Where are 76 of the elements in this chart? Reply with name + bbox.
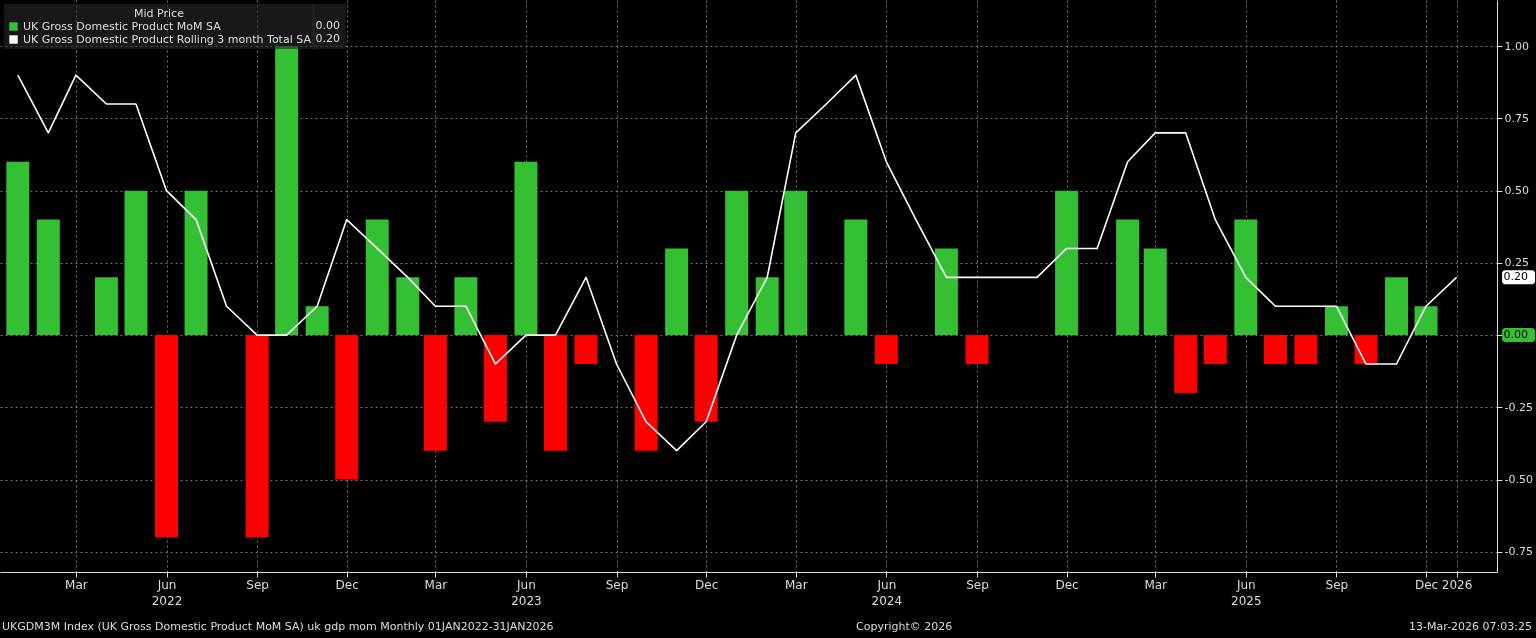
annotation: 0.00: [315, 18, 340, 32]
bar: [1116, 219, 1140, 336]
bar: [1354, 335, 1378, 364]
x-tick-label: Jun 2022: [151, 577, 183, 608]
legend-label: UK Gross Domestic Product Rolling 3 month Total SA: [23, 32, 312, 46]
y-tick-label: 0.50: [1504, 184, 1529, 198]
text: 0.00: [1503, 328, 1529, 342]
x-tick-label: Sep: [246, 577, 269, 592]
bar: [184, 190, 208, 336]
x-tick-label: Jun 2023: [511, 577, 542, 608]
bar: [874, 335, 898, 364]
x-tick-label: Jun 2024: [871, 577, 903, 608]
bar: [1294, 335, 1318, 364]
bar: [665, 248, 689, 336]
bar: [543, 335, 567, 451]
bar: [574, 335, 598, 364]
bar: [1055, 190, 1079, 336]
x-tick-label: Mar: [1144, 577, 1168, 592]
y-tick-label: -0.75: [1504, 545, 1533, 559]
bar: [725, 190, 749, 336]
bar: [305, 306, 329, 336]
x-tick-label: Dec: [335, 577, 359, 592]
bar: [1174, 335, 1198, 393]
legend-values: 0.00 0.20: [312, 4, 346, 49]
legend-title: Mid Price: [134, 7, 185, 20]
bar: [454, 277, 478, 336]
bar: [1414, 306, 1438, 336]
bar: [1203, 335, 1227, 364]
bar: [245, 335, 269, 538]
bar: [1234, 219, 1258, 336]
x-tick-label: Dec: [695, 577, 719, 592]
y-tick-label: -0.25: [1504, 400, 1533, 414]
bar: [1263, 335, 1287, 364]
x-tick-label: Sep: [966, 577, 989, 592]
bar: [1324, 306, 1348, 336]
text: 0.20: [1503, 270, 1529, 284]
y-tick-label: 0.25: [1504, 256, 1529, 270]
bar: [396, 277, 420, 336]
x-tick-label: Sep: [605, 577, 629, 592]
bar: [423, 335, 447, 451]
x-tick-label: Dec: [1055, 577, 1079, 592]
x-tick-label: Dec: [1414, 577, 1439, 592]
bar: [36, 219, 60, 336]
bar: [94, 277, 118, 336]
bar: [365, 219, 389, 336]
y-tick-label: 1.00: [1504, 39, 1529, 53]
x-tick-label: Mar: [424, 577, 448, 592]
bar: [1143, 248, 1167, 336]
x-tick-label: Jun 2025: [1231, 577, 1262, 608]
bar: [155, 335, 178, 538]
bar: [124, 190, 148, 336]
bar: [634, 335, 658, 451]
x-tick-label: Sep: [1325, 577, 1349, 592]
bar: [934, 248, 958, 336]
legend-label: UK Gross Domestic Product MoM SA: [23, 19, 222, 33]
x-tick-label: Mar: [65, 577, 88, 592]
line-series: [17, 74, 1458, 452]
y-tick-label: 0.75: [1504, 111, 1529, 125]
text: Copyright© 2026: [856, 620, 953, 633]
text: 13-Mar-2026 07:03:25: [1409, 620, 1532, 633]
x-tick-label: Mar: [784, 577, 808, 592]
bar: [483, 335, 507, 422]
y-tick-label: -0.50: [1504, 473, 1533, 487]
bar: [965, 335, 989, 364]
annotation: 0.20: [315, 31, 340, 45]
bar: [755, 277, 779, 336]
bar: [514, 161, 538, 336]
x-tick-label: 2026: [1441, 577, 1473, 592]
text: UKGDM3M Index (UK Gross Domestic Product MoM SA) uk gdp mom Monthly 01JAN2022-31JAN2026: [2, 620, 554, 633]
bar: [844, 219, 868, 336]
bar: [1384, 277, 1408, 336]
bar: [6, 161, 30, 336]
bar: [275, 46, 299, 336]
bar: [784, 190, 808, 336]
bar: [694, 335, 718, 422]
bar: [335, 335, 359, 480]
